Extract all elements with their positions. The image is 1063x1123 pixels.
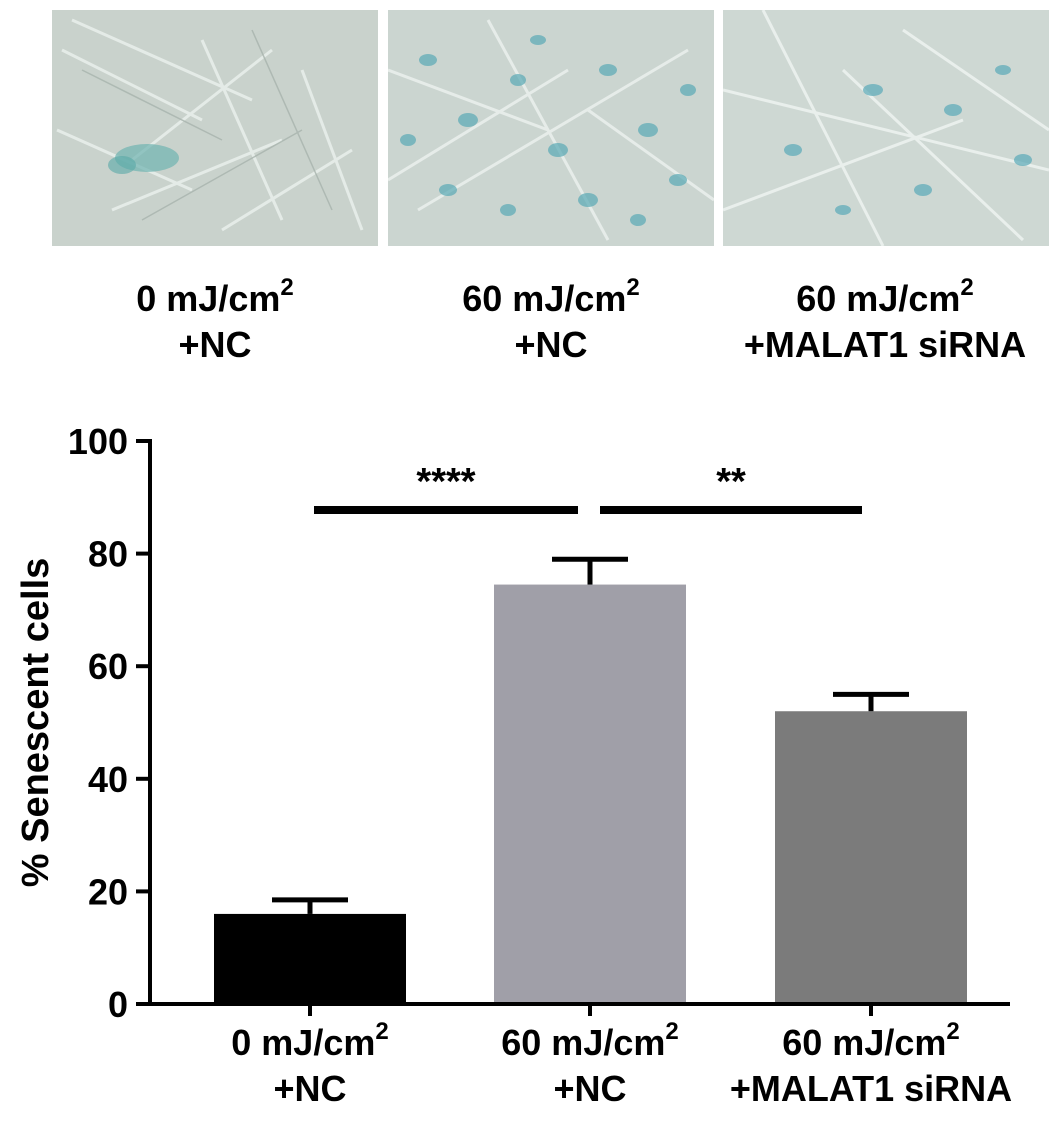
bar-1 [494, 584, 686, 1004]
panel-label-dose: 60 mJ/cm [462, 278, 627, 319]
y-tick-label-0: 0 [108, 984, 128, 1020]
x-label-sup: 2 [665, 1018, 679, 1045]
x-label-2: 60 mJ/cm2 +MALAT1 siRNA [711, 1020, 1031, 1112]
x-label-dose: 0 mJ/cm [231, 1022, 376, 1063]
panel-label-treatment: +MALAT1 siRNA [743, 324, 1027, 365]
x-label-treatment: +NC [553, 1068, 627, 1109]
x-label-0: 0 mJ/cm2 +NC [150, 1020, 470, 1112]
x-label-dose: 60 mJ/cm [501, 1022, 666, 1063]
micrograph-0-nc [52, 10, 378, 246]
x-label-sup: 2 [375, 1018, 389, 1045]
x-label-1: 60 mJ/cm2 +NC [430, 1020, 750, 1112]
panel-label-sup: 2 [280, 274, 294, 301]
panel-label-dose: 60 mJ/cm [796, 278, 961, 319]
panel-label-sup: 2 [960, 274, 974, 301]
significance-label-1: ** [716, 461, 746, 503]
panel-label-dose: 0 mJ/cm [136, 278, 281, 319]
panel-label-treatment: +NC [178, 324, 252, 365]
x-label-treatment: +MALAT1 siRNA [729, 1068, 1013, 1109]
y-tick-label-3: 60 [88, 646, 128, 687]
panel-label-treatment: +NC [514, 324, 588, 365]
x-label-sup: 2 [946, 1018, 960, 1045]
panel-label-sup: 2 [626, 274, 640, 301]
panel-label-0: 0 mJ/cm2 +NC [50, 276, 380, 368]
micrograph-60-nc [388, 10, 714, 246]
y-tick-label-1: 20 [88, 871, 128, 912]
y-tick-label-2: 40 [88, 759, 128, 800]
x-label-dose: 60 mJ/cm [782, 1022, 947, 1063]
micrograph-60-malat1-sirna [723, 10, 1049, 246]
significance-label-0: **** [416, 461, 475, 503]
y-tick-label-5: 100 [68, 421, 128, 462]
bar-0 [214, 913, 406, 1004]
y-axis-label: % Senescent cells [15, 558, 57, 888]
y-tick-label-4: 80 [88, 534, 128, 575]
bar-2 [775, 711, 967, 1004]
x-label-treatment: +NC [273, 1068, 347, 1109]
panel-label-2: 60 mJ/cm2 +MALAT1 siRNA [720, 276, 1050, 368]
panel-label-1: 60 mJ/cm2 +NC [386, 276, 716, 368]
